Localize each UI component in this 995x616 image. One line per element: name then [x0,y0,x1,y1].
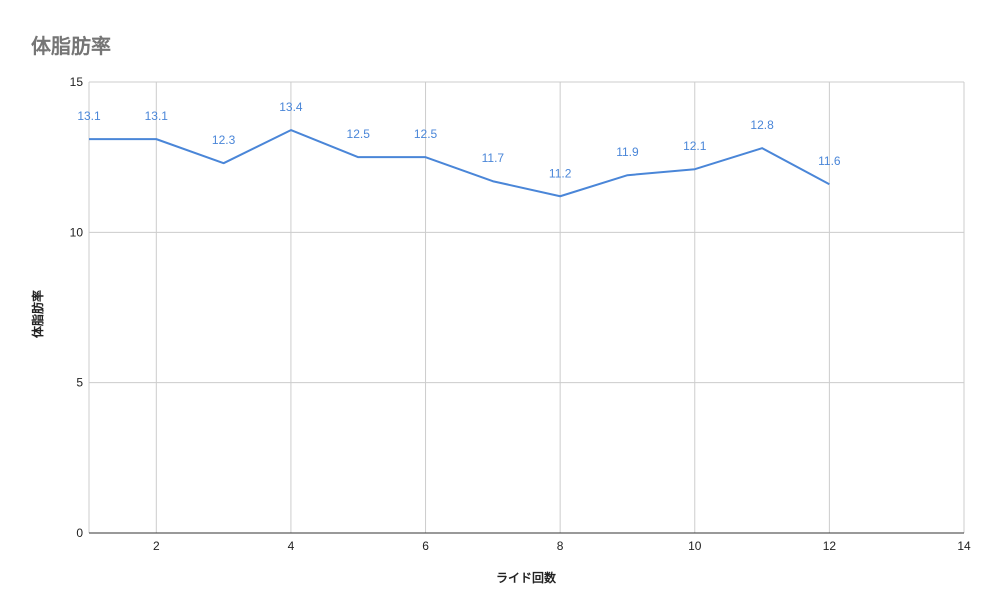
y-tick-label: 0 [76,526,83,540]
series-line [89,129,830,198]
data-label: 12.5 [414,127,438,141]
data-label: 12.5 [347,127,371,141]
axes: 0 5 10 15 2 4 6 8 10 12 14 [70,75,971,553]
y-tick-label: 10 [70,225,84,239]
x-tick-label: 14 [957,539,971,553]
y-tick-label: 5 [76,376,83,390]
series [89,129,830,198]
x-axis-title: ライド回数 [496,570,557,585]
data-label: 11.2 [549,166,572,180]
chart-title: 体脂肪率 [31,34,111,58]
x-tick-label: 4 [288,539,295,553]
x-tick-label: 10 [688,539,702,553]
data-labels: 13.1 13.1 12.3 13.4 12.5 12.5 11.7 11.2 11.9 12.1… [77,100,841,180]
data-label: 11.9 [616,145,639,159]
data-label: 13.4 [279,100,303,114]
data-label: 12.1 [683,139,707,153]
x-tick-label: 12 [823,539,837,553]
y-tick-label: 15 [70,75,84,89]
x-tick-label: 6 [422,539,429,553]
data-label: 11.6 [818,154,841,168]
x-tick-label: 2 [153,539,160,553]
data-label: 13.1 [145,109,169,123]
data-label: 11.7 [482,151,505,165]
data-label: 13.1 [77,109,101,123]
grid [88,81,965,533]
data-label: 12.8 [750,118,774,132]
x-tick-label: 8 [557,539,564,553]
y-axis-title: 体脂肪率 [30,290,45,338]
data-label: 12.3 [212,133,236,147]
